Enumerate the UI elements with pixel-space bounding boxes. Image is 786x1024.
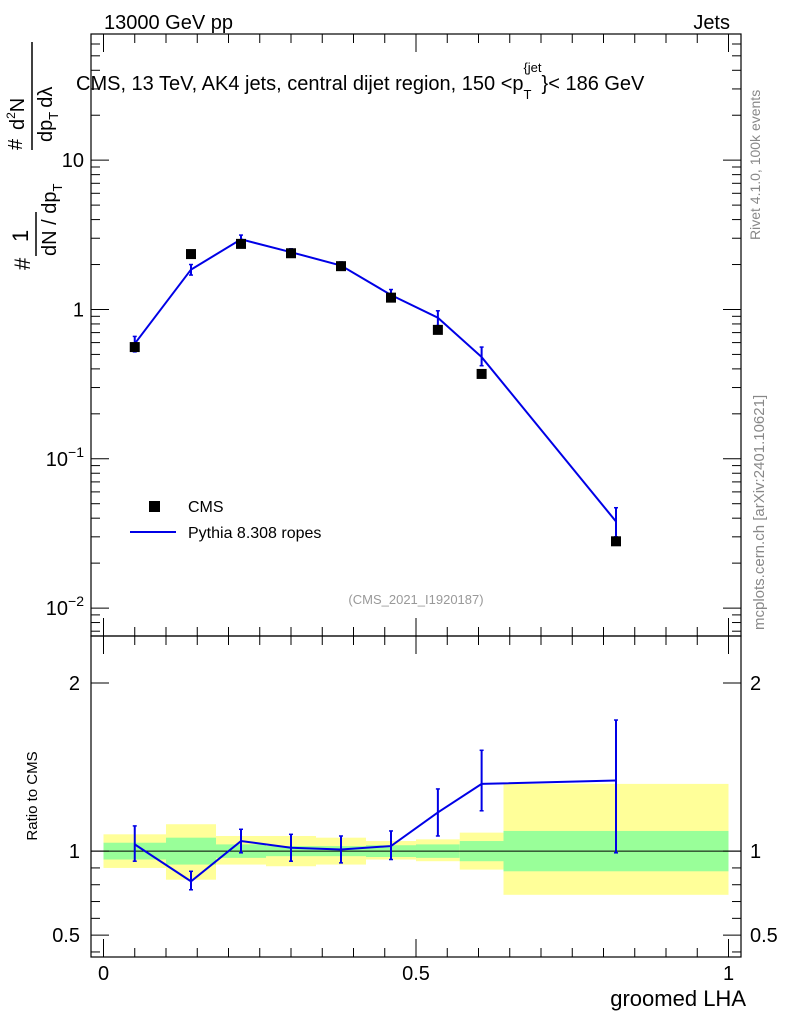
ratio-xtick-label: 0 [98,963,109,985]
legend-mc-label: Pythia 8.308 ropes [188,525,321,542]
main-ytick-label: 10 [62,150,84,172]
ylabel-hash-1: # [10,257,35,270]
analysis-id: (CMS_2021_I1920187) [348,592,483,607]
ratio-series [132,719,618,891]
legend-data-label: CMS [188,499,224,516]
main-ytick-label: 1 [73,299,84,321]
cms-data-point [286,248,296,259]
main-title-tail: }< 186 GeV [542,73,646,95]
main-title-pt-sup: {jet [523,60,541,75]
cms-data-point [236,238,246,249]
ylabel-one: 1 [8,230,33,242]
ratio-xtick-label: 0.5 [402,963,430,985]
ylabel-dpt-dlambda: dpTdλ [35,87,61,142]
mc-line [133,238,617,523]
ratio-ytick-label-left: 1 [69,841,80,863]
ratio-axis-ticks: 0.5 0.5 1 1 2 2 0 0.5 1 [52,636,778,985]
ratio-ytick-label-right: 1 [750,841,761,863]
ratio-ytick-label-left: 0.5 [52,925,80,947]
main-axis-ticks: 10−2 10−1 1 10 [46,33,741,636]
ratio-ytick-label-right: 0.5 [750,925,778,947]
energy-label: 13000 GeV pp [104,12,233,34]
main-title: CMS, 13 TeV, AK4 jets, central dijet reg… [76,60,645,102]
legend: CMS Pythia 8.308 ropes [130,499,321,542]
source-label: mcplots.cern.ch [arXiv:2401.10621] [751,395,768,630]
main-title-text: CMS, 13 TeV, AK4 jets, central dijet reg… [76,73,524,95]
ratio-bands [103,783,729,895]
ratio-ylabel: Ratio to CMS [24,751,41,840]
main-series [129,234,621,547]
ratio-ytick-label-right: 2 [750,673,761,695]
cms-data-point [186,249,196,260]
ylabel-hash-2: # [5,138,27,150]
main-ylabel: # 1 dN / dpT # d2N dpTdλ [4,42,65,270]
cms-data-point [432,324,443,335]
main-ytick-label: 10−2 [46,593,84,620]
cms-data-point [129,342,140,353]
main-title-pt-sub: T [524,87,532,102]
category-label: Jets [693,12,730,34]
x-axis-label: groomed LHA [610,986,746,1011]
cms-data-point [611,536,621,547]
cms-data-point [336,261,346,272]
ratio-xtick-label: 1 [723,963,734,985]
legend-data-marker [149,501,160,512]
ylabel-dn-dpt: dN / dpT [39,184,65,256]
ylabel-d2n: d2N [4,98,29,130]
main-plot-frame [90,33,742,637]
rivet-label: Rivet 4.1.0, 100k events [747,90,763,240]
cms-data-point [476,368,487,379]
cms-data-point [386,292,396,303]
main-ytick-label: 10−1 [46,444,84,471]
ratio-ytick-label-left: 2 [69,673,80,695]
